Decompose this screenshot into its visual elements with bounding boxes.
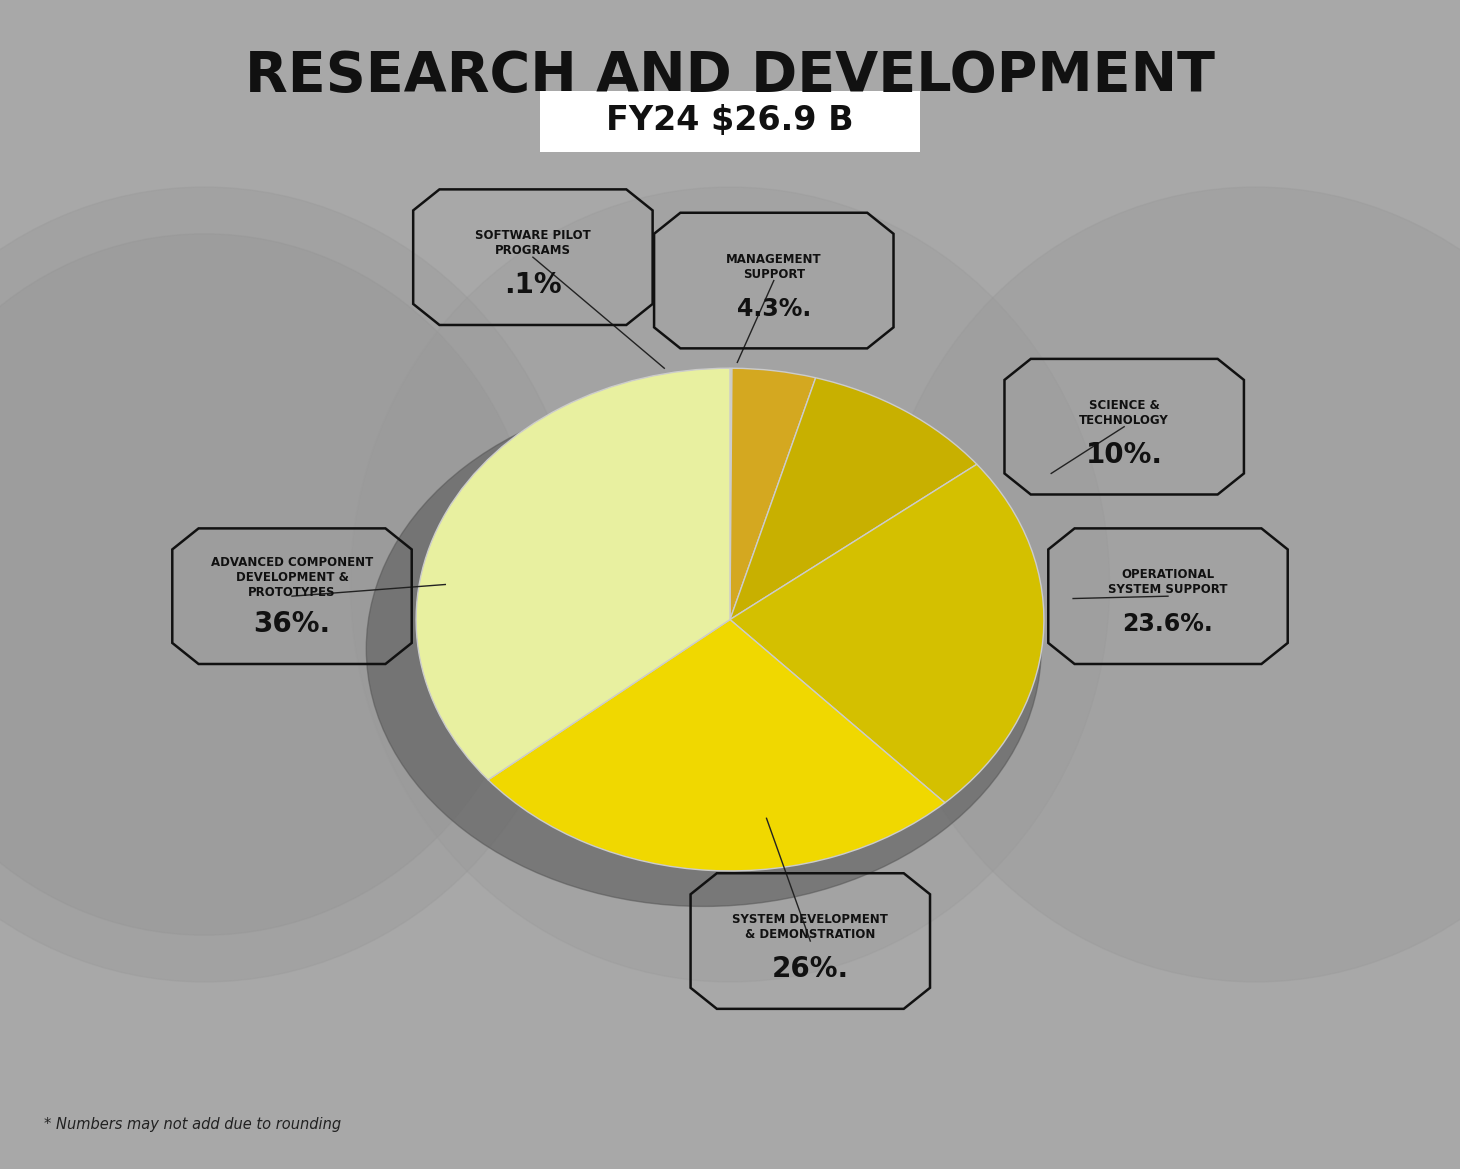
Text: SYSTEM DEVELOPMENT
& DEMONSTRATION: SYSTEM DEVELOPMENT & DEMONSTRATION [733, 913, 888, 941]
Wedge shape [730, 464, 1044, 803]
Wedge shape [488, 620, 945, 871]
Ellipse shape [366, 392, 1041, 906]
Text: SOFTWARE PILOT
PROGRAMS: SOFTWARE PILOT PROGRAMS [474, 229, 591, 257]
Ellipse shape [876, 187, 1460, 982]
Wedge shape [730, 368, 731, 620]
Text: 26%.: 26%. [772, 955, 848, 983]
Text: RESEARCH AND DEVELOPMENT: RESEARCH AND DEVELOPMENT [245, 49, 1215, 103]
Wedge shape [730, 368, 816, 620]
Text: 10%.: 10%. [1086, 441, 1162, 469]
Wedge shape [730, 378, 977, 620]
Ellipse shape [0, 187, 584, 982]
FancyBboxPatch shape [540, 91, 920, 152]
Text: 23.6%.: 23.6%. [1123, 613, 1213, 636]
Ellipse shape [350, 187, 1110, 982]
Text: * Numbers may not add due to rounding: * Numbers may not add due to rounding [44, 1118, 342, 1132]
Text: MANAGEMENT
SUPPORT: MANAGEMENT SUPPORT [726, 253, 822, 281]
Text: SCIENCE &
TECHNOLOGY: SCIENCE & TECHNOLOGY [1079, 399, 1169, 427]
Text: 4.3%.: 4.3%. [737, 297, 810, 320]
Text: FY24 $26.9 B: FY24 $26.9 B [606, 104, 854, 137]
Text: 36%.: 36%. [254, 610, 330, 638]
Text: .1%: .1% [504, 271, 562, 299]
Ellipse shape [0, 234, 540, 935]
Text: ADVANCED COMPONENT
DEVELOPMENT &
PROTOTYPES: ADVANCED COMPONENT DEVELOPMENT & PROTOTY… [210, 556, 374, 599]
Wedge shape [416, 368, 730, 780]
Text: OPERATIONAL
SYSTEM SUPPORT: OPERATIONAL SYSTEM SUPPORT [1108, 568, 1228, 596]
